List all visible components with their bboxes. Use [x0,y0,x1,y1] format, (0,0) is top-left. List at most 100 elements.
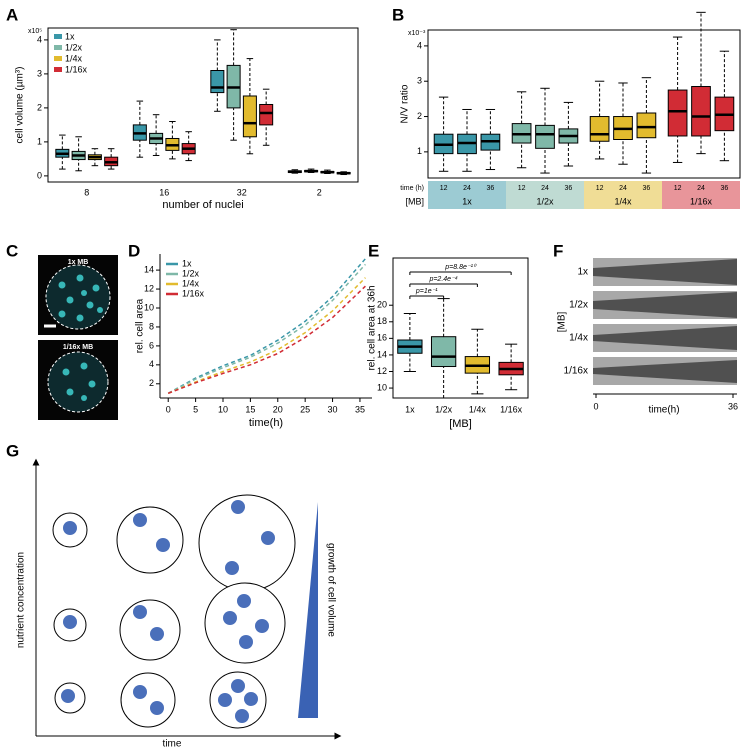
x-tick-label: 24 [697,185,705,192]
line [167,258,366,394]
legend-label: 1/16x [65,64,88,74]
y-tick-label: 12 [144,283,154,293]
x-axis-label: time [163,739,182,750]
x-tick-label: 1/2x [435,404,453,414]
x-tick-label: 24 [541,185,549,192]
y-axis-label: [MB] [557,312,568,333]
micrograph: 1x MB 1/16x MB [38,255,118,420]
row-label: 1x [577,267,588,278]
legend-label: 1/4x [65,53,83,63]
legend-label: 1/16x [182,288,205,298]
y-tick-label: 10 [377,382,387,392]
y-tick-label: 1 [417,146,422,156]
y-tick-label: 16 [377,333,387,343]
panel-letter: A [6,5,18,24]
box [535,124,555,149]
growth-wedge [298,502,318,718]
row-label: 1/16x [564,366,588,377]
x-tick-label: 12 [440,185,448,192]
x-tick-label: 16 [159,187,169,197]
y-tick-label: 2 [417,111,422,121]
x-tick-label: 36 [487,185,495,192]
y-axis-label: cell volume (µm³) [15,67,26,144]
x-tick-label: 36 [643,185,651,192]
panel-letter: E [368,241,379,260]
x-tick-label: 32 [237,187,247,197]
y-tick-label: 12 [377,366,387,376]
y-multiplier: x10⁻³ [408,30,426,37]
image-label: 1/16x MB [63,344,93,351]
x-tick-label: 2 [317,187,322,197]
y-multiplier: x10⁵ [28,28,42,35]
y-tick-label: 20 [377,300,387,310]
kymograph-signal [593,259,737,285]
x-tick-label: 36 [565,185,573,192]
group-label: 1/4x [614,196,632,206]
y-axis-label: N/V ratio [400,84,411,123]
x-tick-label: 1/4x [469,404,487,414]
plot-frame [392,257,529,399]
kymograph-signal [593,292,737,318]
x-tick-label: 12 [596,185,604,192]
image-label: 1x MB [68,259,89,266]
group-axis-label: [MB] [405,196,424,206]
y-tick-label: 4 [417,40,422,50]
y-axis-label: nutrient concentration [16,552,27,648]
panel-letter: F [553,241,563,260]
p-value: p=2.4e⁻⁴ [428,276,457,283]
x-tick-label: 24 [619,185,627,192]
x-tick-label: 30 [328,404,338,414]
y-axis-label: rel. cell area [135,298,146,353]
nuclei [62,362,96,401]
plot-frame [427,29,741,179]
kymograph-signal [593,360,737,383]
p-value: p=8.8e⁻¹⁰ [444,263,477,271]
y-tick-label: 0 [37,170,42,180]
x-tick-label: 24 [463,185,471,192]
legend-swatch [54,56,62,61]
box [636,112,657,139]
x-axis-label: [MB] [449,418,472,430]
x-tick-label: 12 [518,185,526,192]
x-tick-label: 8 [84,187,89,197]
x-axis-label: number of nuclei [162,199,243,211]
panel-letter: D [128,241,140,260]
y-tick-label: 14 [144,264,154,274]
nuclei [58,274,103,322]
x-tick-label: 12 [674,185,682,192]
legend-label: 1/2x [182,268,200,278]
x-tick-label: 0 [166,404,171,414]
legend-swatch [54,34,62,39]
x-tick-label: 20 [273,404,283,414]
y-tick-label: 10 [144,302,154,312]
group-band [662,181,740,209]
legend-label: 1/4x [182,278,200,288]
x-tick-label: 25 [300,404,310,414]
x-tick-label: 5 [193,404,198,414]
x-tick-label: 10 [218,404,228,414]
cells [52,494,296,729]
x-axis-label: time(h) [249,417,283,429]
y-axis-label: rel. cell area at 36h [367,285,378,370]
kymograph-signal [593,326,737,350]
row-label: 1/2x [569,300,588,311]
box [430,336,457,368]
line [167,285,366,395]
x-tick-label: 1/16x [500,404,523,414]
group-band [506,181,584,209]
p-value: p=1e⁻¹ [415,288,438,295]
y-tick-label: 1 [37,136,42,146]
x-tick-label: 35 [355,404,365,414]
box [589,116,610,142]
box [210,69,225,94]
cell-outline [47,351,109,413]
x-tick-label: 36 [728,401,738,411]
y-tick-label: 8 [149,321,154,331]
box [691,86,711,137]
legend-label: 1x [65,31,75,41]
y-tick-label: 3 [417,76,422,86]
y-tick-label: 6 [149,340,154,350]
legend-swatch [54,67,62,72]
panel-letter: G [6,441,19,460]
x-tick-label: 15 [245,404,255,414]
